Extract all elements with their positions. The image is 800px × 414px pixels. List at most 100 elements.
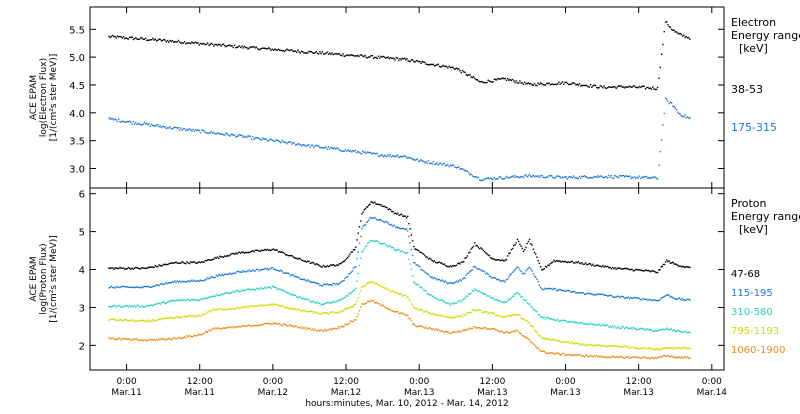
data-point [144,319,147,322]
data-point [570,341,572,343]
data-point [337,264,339,266]
data-point [666,294,668,296]
data-point [502,301,504,303]
data-point [382,205,384,208]
data-point [646,269,648,272]
data-point [214,295,216,297]
data-point [426,311,428,313]
data-point [505,79,508,81]
data-point [243,45,245,48]
data-point [458,68,460,70]
data-point [619,85,621,87]
data-point [381,242,383,245]
data-point [524,319,526,321]
data-point [141,37,143,39]
data-point [171,281,174,283]
data-point [558,289,560,291]
data-point [182,261,185,264]
data-point [496,299,498,301]
data-point [408,317,410,319]
data-point [610,86,612,88]
data-point [342,280,344,282]
data-point [166,317,169,319]
data-point [636,268,638,271]
data-point [380,219,382,221]
data-point [587,343,589,346]
data-point [421,160,423,162]
data-point [654,88,656,91]
data-point [146,339,148,341]
data-point [508,177,510,179]
series-47-68 [108,201,691,274]
data-point [183,299,186,301]
data-point [683,347,685,349]
data-point [503,302,505,304]
data-point [308,299,310,301]
data-point [414,159,416,161]
data-point [254,305,256,307]
data-point [627,86,630,88]
data-point [474,326,476,328]
data-point [401,57,403,60]
data-point [572,262,575,264]
data-point [670,295,673,298]
data-point [391,310,393,312]
data-point [564,341,566,343]
data-point [181,299,183,301]
data-point [466,255,469,257]
data-point [576,261,578,264]
data-point [522,318,525,320]
data-point [271,139,274,141]
data-point [521,247,523,250]
data-point [522,298,525,301]
data-point [322,283,325,286]
data-point [315,302,317,304]
data-point [266,304,269,306]
data-point [336,264,338,266]
data-point [624,176,626,178]
data-point [382,305,384,307]
data-point [257,268,259,270]
data-point [572,291,575,293]
data-point [510,249,512,251]
data-point [277,140,280,142]
data-point [586,176,588,178]
data-point [413,61,415,63]
data-point [604,265,606,267]
data-point [670,355,673,357]
data-point [684,346,686,348]
data-point [398,214,400,217]
data-point [637,348,639,350]
data-point [415,308,417,310]
data-point [414,282,416,284]
data-point [571,82,573,84]
data-point [294,275,297,278]
data-point [143,338,145,341]
data-point [532,308,534,310]
data-point [593,265,595,267]
data-point [409,228,411,230]
data-point [503,332,505,334]
data-point [475,266,477,269]
data-point [615,327,617,329]
data-point [288,49,291,52]
data-point [309,300,311,303]
data-point [118,304,120,307]
data-point [679,299,682,301]
data-point [475,176,477,178]
data-point [170,338,172,341]
data-point [160,338,163,341]
data-point [537,82,539,84]
data-point [260,47,263,50]
data-point [247,135,249,137]
data-point [302,310,304,312]
data-point [120,319,122,321]
data-point [679,357,682,359]
data-point [594,176,597,178]
data-point [598,265,600,267]
data-point [193,261,195,263]
data-point [511,330,514,333]
data-point [279,323,281,325]
data-point [175,261,177,263]
data-point [386,155,388,158]
